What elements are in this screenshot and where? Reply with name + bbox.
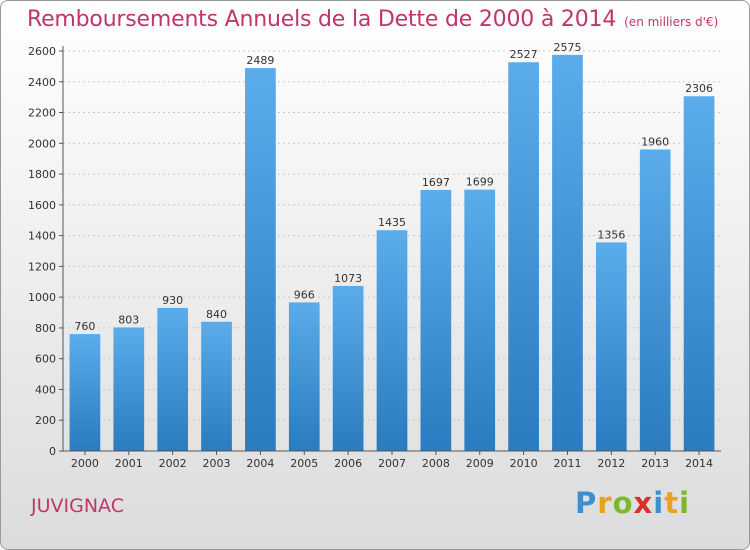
x-tick-label-2001: 2001 bbox=[115, 457, 143, 470]
value-label-2008: 1697 bbox=[422, 176, 450, 189]
y-tick-label: 1800 bbox=[28, 168, 56, 181]
value-label-2007: 1435 bbox=[378, 216, 406, 229]
value-label-2013: 1960 bbox=[641, 135, 669, 148]
value-label-2000: 760 bbox=[74, 320, 95, 333]
bar-2003 bbox=[201, 321, 232, 451]
x-tick-label-2004: 2004 bbox=[246, 457, 274, 470]
brand-letter: t bbox=[664, 486, 680, 520]
brand-letter: x bbox=[633, 486, 654, 520]
value-label-2012: 1356 bbox=[597, 228, 625, 241]
y-tick-label: 600 bbox=[35, 353, 56, 366]
y-tick-label: 400 bbox=[35, 383, 56, 396]
bar-2007 bbox=[376, 230, 408, 451]
x-tick-label-2012: 2012 bbox=[597, 457, 625, 470]
x-tick-label-2014: 2014 bbox=[685, 457, 713, 470]
bar-2008 bbox=[420, 189, 452, 451]
bar-2004 bbox=[245, 68, 276, 452]
x-tick-label-2009: 2009 bbox=[466, 457, 494, 470]
value-label-2014: 2306 bbox=[685, 82, 713, 95]
axis-layer: 0 200 400 600 800 1000 1200 1400 1600 1800 2000 220… bbox=[28, 45, 721, 470]
chart-subtitle: (en milliers d'€) bbox=[624, 15, 719, 29]
commune-name: JUVIGNAC bbox=[31, 495, 124, 517]
x-tick-label-2013: 2013 bbox=[641, 457, 669, 470]
x-tick-label-2007: 2007 bbox=[378, 457, 406, 470]
brand-letter: i bbox=[679, 486, 691, 520]
y-tick-label: 800 bbox=[35, 322, 56, 335]
y-tick-label: 1200 bbox=[28, 260, 56, 273]
y-tick-label: 0 bbox=[49, 445, 56, 458]
x-tick-label-2006: 2006 bbox=[334, 457, 362, 470]
chart-title: Remboursements Annuels de la Dette de 20… bbox=[27, 7, 617, 32]
y-tick-label: 2400 bbox=[28, 76, 56, 89]
bar-2006 bbox=[332, 285, 364, 451]
x-tick-label-2011: 2011 bbox=[553, 457, 581, 470]
bar-2002 bbox=[157, 307, 189, 451]
bar-2013 bbox=[639, 149, 671, 451]
bar-2001 bbox=[113, 327, 145, 451]
title-row: Remboursements Annuels de la Dette de 20… bbox=[27, 7, 718, 32]
x-tick-label-2002: 2002 bbox=[159, 457, 187, 470]
value-label-2009: 1699 bbox=[466, 176, 494, 189]
value-label-2001: 803 bbox=[118, 313, 139, 326]
y-tick-label: 2000 bbox=[28, 137, 56, 150]
y-tick-label: 2200 bbox=[28, 107, 56, 120]
brand-letter: i bbox=[653, 486, 665, 520]
x-tick-label-2000: 2000 bbox=[71, 457, 99, 470]
value-label-2010: 2527 bbox=[510, 48, 538, 61]
bar-2011 bbox=[552, 54, 583, 451]
value-label-2011: 2575 bbox=[553, 41, 581, 54]
x-tick-label-2005: 2005 bbox=[290, 457, 318, 470]
value-label-2006: 1073 bbox=[334, 272, 362, 285]
bar-2010 bbox=[508, 62, 539, 451]
x-tick-label-2010: 2010 bbox=[510, 457, 538, 470]
bar-2009 bbox=[464, 189, 496, 451]
bar-2005 bbox=[288, 302, 320, 451]
bar-2012 bbox=[595, 242, 627, 451]
x-tick-label-2003: 2003 bbox=[203, 457, 231, 470]
bar-2000 bbox=[69, 334, 101, 451]
x-tick-label-2008: 2008 bbox=[422, 457, 450, 470]
bar-layer: 760 803 930 840 2489 966 1073 1435 1697 1699 2527 2… bbox=[69, 41, 715, 452]
brand-letter: r bbox=[597, 486, 613, 520]
brand-letter: P bbox=[575, 486, 598, 520]
value-label-2002: 930 bbox=[162, 294, 183, 307]
brand-logo: Proxiti bbox=[575, 486, 690, 520]
value-label-2003: 840 bbox=[206, 308, 227, 321]
y-tick-label: 1600 bbox=[28, 199, 56, 212]
value-label-2004: 2489 bbox=[246, 54, 274, 67]
y-tick-label: 1400 bbox=[28, 230, 56, 243]
y-tick-label: 200 bbox=[35, 414, 56, 427]
brand-letter: o bbox=[612, 486, 634, 520]
bar-2014 bbox=[683, 96, 715, 451]
value-label-2005: 966 bbox=[294, 288, 315, 301]
y-tick-label: 1000 bbox=[28, 291, 56, 304]
y-tick-label: 2600 bbox=[28, 45, 56, 58]
